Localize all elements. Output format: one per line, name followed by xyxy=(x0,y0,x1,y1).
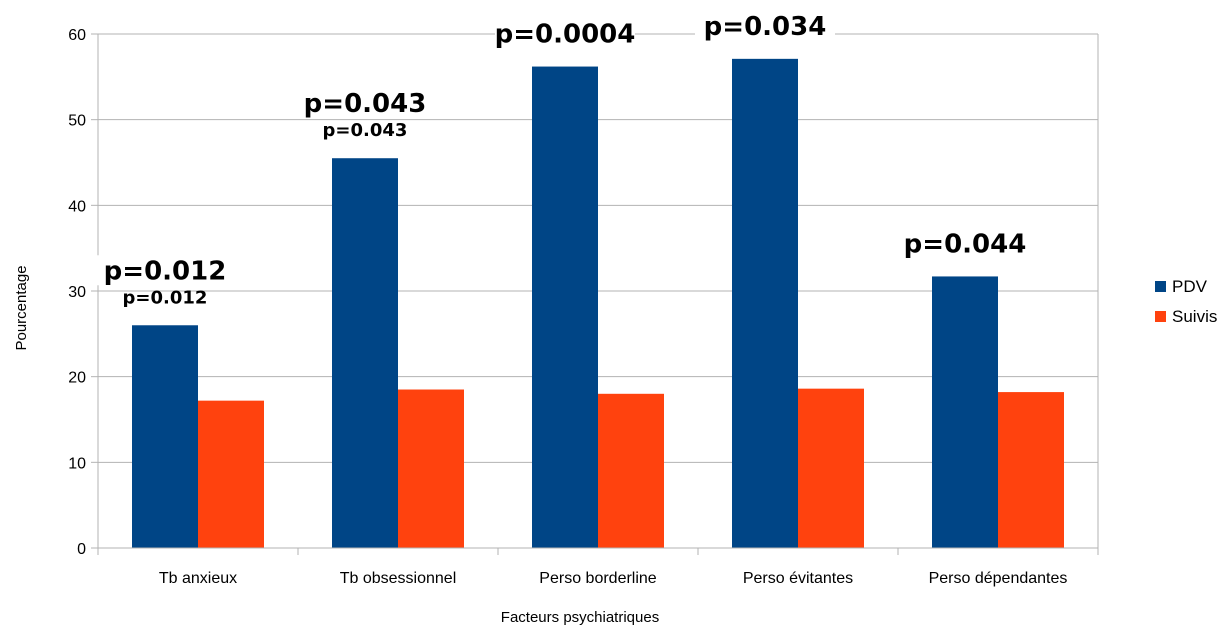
bar-pdv-2 xyxy=(532,66,598,548)
bar-pdv-0 xyxy=(132,325,198,548)
x-tick-label: Perso dépendantes xyxy=(929,570,1068,587)
y-tick-label: 20 xyxy=(68,370,86,387)
y-tick-label: 60 xyxy=(68,27,86,44)
y-axis-title: Pourcentage xyxy=(13,265,30,350)
p-value-sublabel: p=0.012 xyxy=(123,287,208,308)
p-value-label: p=0.034 xyxy=(704,12,827,42)
y-tick-label: 50 xyxy=(68,113,86,130)
p-value-background xyxy=(695,10,835,41)
legend: PDV Suivis xyxy=(1155,277,1217,326)
legend-swatch-pdv xyxy=(1155,281,1166,292)
y-tick-label: 40 xyxy=(68,198,86,215)
p-value-label: p=0.0004 xyxy=(495,20,636,50)
x-tick-label: Perso évitantes xyxy=(743,570,853,587)
y-tick-labels: 0 10 20 30 40 50 60 xyxy=(68,27,86,558)
x-tick-label: Tb obsessionnel xyxy=(340,570,457,587)
x-tick-labels: Tb anxieux Tb obsessionnel Perso borderlin… xyxy=(159,570,1068,587)
p-value-background xyxy=(95,255,235,286)
bar-pdv-1 xyxy=(332,158,398,548)
p-value-background xyxy=(295,88,435,119)
axes xyxy=(97,34,1099,555)
y-tick-label: 0 xyxy=(77,541,86,558)
bar-pdv-4 xyxy=(932,276,998,548)
bars xyxy=(132,58,1064,549)
legend-swatch-suivis xyxy=(1155,311,1166,322)
bar-suivis-0 xyxy=(198,400,264,548)
legend-label-pdv: PDV xyxy=(1172,277,1208,296)
legend-label-suivis: Suivis xyxy=(1172,307,1217,326)
bar-suivis-3 xyxy=(798,388,864,548)
bar-suivis-1 xyxy=(398,389,464,548)
x-tick-label: Tb anxieux xyxy=(159,570,237,587)
bar-suivis-4 xyxy=(998,392,1064,548)
bar-pdv-3 xyxy=(732,58,798,549)
p-value-background xyxy=(895,228,1035,259)
x-tick-label: Perso borderline xyxy=(539,570,657,587)
p-value-background xyxy=(495,18,635,49)
p-value-label: p=0.043 xyxy=(304,89,427,119)
y-tick-label: 30 xyxy=(68,284,86,301)
p-value-sublabel: p=0.043 xyxy=(323,120,408,141)
p-value-label: p=0.012 xyxy=(104,256,227,286)
bar-suivis-2 xyxy=(598,393,664,548)
y-tick-label: 10 xyxy=(68,455,86,472)
x-axis-title: Facteurs psychiatriques xyxy=(501,609,659,626)
p-value-label: p=0.044 xyxy=(904,229,1027,259)
